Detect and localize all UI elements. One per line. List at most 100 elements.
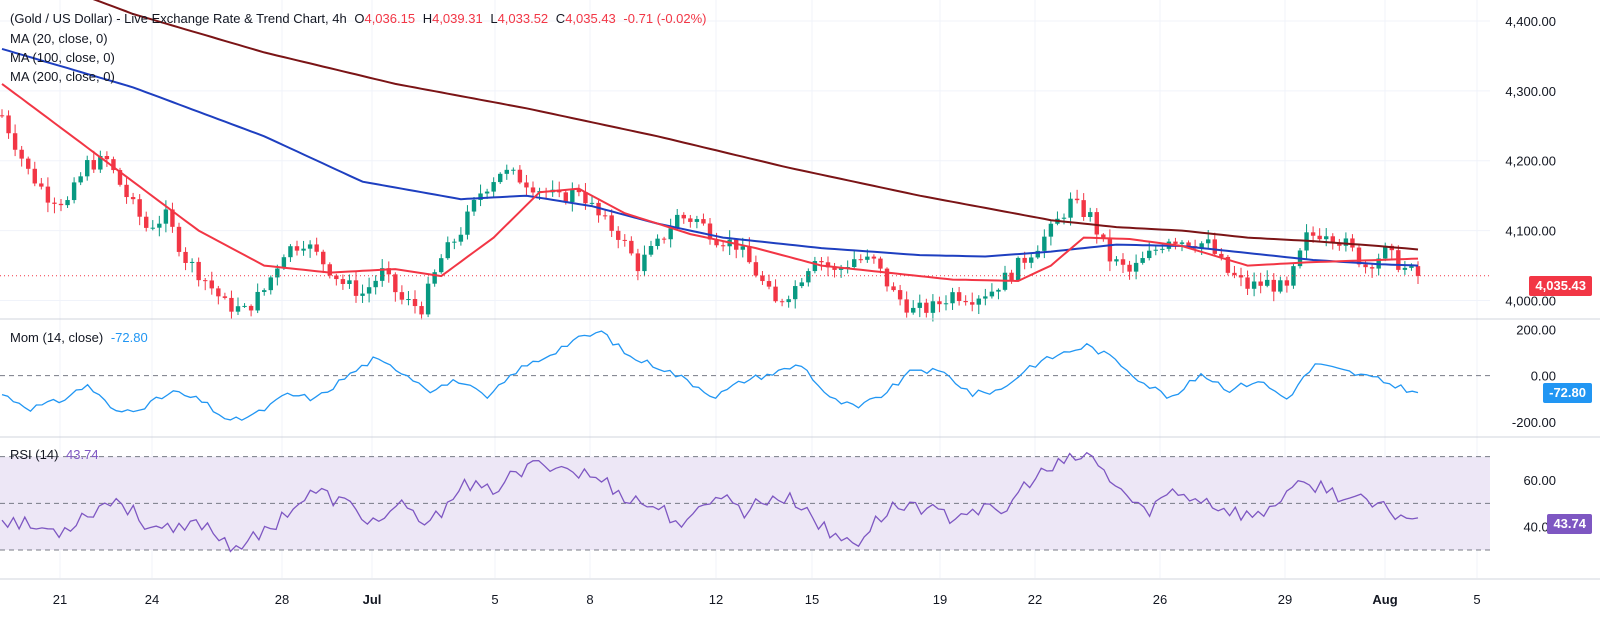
candle-body xyxy=(596,202,601,216)
candle-body xyxy=(163,209,169,224)
candle xyxy=(1232,265,1237,279)
candle-body xyxy=(956,292,962,301)
momentum-legend[interactable]: Mom (14, close) -72.80 xyxy=(10,328,152,348)
candle-body xyxy=(124,184,129,198)
candle-body xyxy=(248,305,254,311)
candle xyxy=(1271,273,1276,302)
candle-body xyxy=(983,296,988,299)
candle-body xyxy=(12,133,18,150)
candle xyxy=(1310,226,1316,243)
candle xyxy=(576,184,582,197)
ma200-legend[interactable]: MA (200, close, 0) xyxy=(10,69,115,84)
candle-body xyxy=(570,188,575,203)
candle-body xyxy=(157,223,162,228)
candle xyxy=(701,213,706,226)
candle-body xyxy=(648,246,654,255)
change-value: -0.71 (-0.02%) xyxy=(623,11,707,26)
candle-body xyxy=(117,170,123,185)
candle-body xyxy=(1015,257,1021,280)
main-legend: (Gold / US Dollar) - Live Exchange Rate … xyxy=(10,9,711,29)
ma100-legend[interactable]: MA (100, close, 0) xyxy=(10,50,115,65)
candle xyxy=(19,145,24,167)
candle-body xyxy=(583,192,588,204)
rsi-legend[interactable]: RSI (14) 43.74 xyxy=(10,445,103,465)
candle-body xyxy=(563,192,568,203)
candle xyxy=(648,240,654,257)
candle-body xyxy=(714,239,719,246)
candle-body xyxy=(1094,212,1099,235)
candle-body xyxy=(524,182,529,188)
candle-body xyxy=(242,305,247,307)
candle-body xyxy=(360,293,365,296)
chart-title: (Gold / US Dollar) - Live Exchange Rate … xyxy=(10,11,347,26)
candle-body xyxy=(884,268,890,287)
candle-body xyxy=(1265,279,1270,286)
candle xyxy=(196,257,201,287)
candle-body xyxy=(327,264,332,276)
candle-body xyxy=(1337,242,1342,246)
candle-body xyxy=(616,230,621,240)
candle xyxy=(209,271,214,295)
candle-body xyxy=(681,214,686,219)
close-label: C xyxy=(555,11,566,26)
candle-body xyxy=(235,306,241,312)
candle-body xyxy=(517,169,523,183)
candle xyxy=(85,155,90,181)
candle xyxy=(144,211,149,232)
candle-body xyxy=(838,268,844,270)
candle-body xyxy=(19,149,24,159)
candle xyxy=(543,187,549,199)
candle xyxy=(688,214,693,228)
candle-body xyxy=(406,299,411,301)
candle xyxy=(235,297,241,315)
candle-body xyxy=(904,299,909,313)
candle xyxy=(819,257,824,271)
candle-body xyxy=(150,227,155,229)
candle-body xyxy=(1343,238,1349,246)
price-axis-label: 4,300.00 xyxy=(1505,84,1556,99)
candle xyxy=(498,172,503,184)
candle-body xyxy=(144,216,149,228)
ma20-legend[interactable]: MA (20, close, 0) xyxy=(10,31,108,46)
time-axis-label: 22 xyxy=(1028,592,1042,607)
candle xyxy=(465,205,470,240)
candle-body xyxy=(6,115,11,134)
candle xyxy=(1022,251,1027,270)
candle-body xyxy=(609,215,614,231)
candle-body xyxy=(255,291,260,311)
candle xyxy=(452,238,457,250)
candle-body xyxy=(203,280,208,282)
candle xyxy=(1081,193,1086,221)
candle xyxy=(1238,267,1244,287)
candle-body xyxy=(307,244,313,249)
candle-body xyxy=(819,261,824,263)
candle xyxy=(314,237,319,256)
candle-body xyxy=(963,300,968,303)
candle xyxy=(248,304,254,317)
candle xyxy=(845,260,850,274)
candle xyxy=(1055,211,1060,226)
candle xyxy=(321,249,326,274)
candle-body xyxy=(779,301,785,303)
candle-body xyxy=(1291,266,1296,286)
candle-body xyxy=(897,290,903,300)
candle-body xyxy=(1245,277,1250,289)
candle xyxy=(884,267,890,292)
candle-body xyxy=(504,169,509,174)
candle-body xyxy=(347,280,352,284)
candle xyxy=(399,285,405,305)
rsi-band xyxy=(0,456,1490,550)
candle xyxy=(609,209,614,237)
candle-body xyxy=(137,199,142,217)
candle-body xyxy=(989,291,995,297)
candle xyxy=(229,290,234,319)
candle xyxy=(747,237,752,264)
candle-body xyxy=(740,246,745,250)
candle xyxy=(1265,270,1270,288)
candle-body xyxy=(1317,235,1322,240)
candle-body xyxy=(104,156,110,160)
candle-body xyxy=(825,262,831,268)
candle xyxy=(1107,229,1113,272)
candle-body xyxy=(85,160,90,177)
